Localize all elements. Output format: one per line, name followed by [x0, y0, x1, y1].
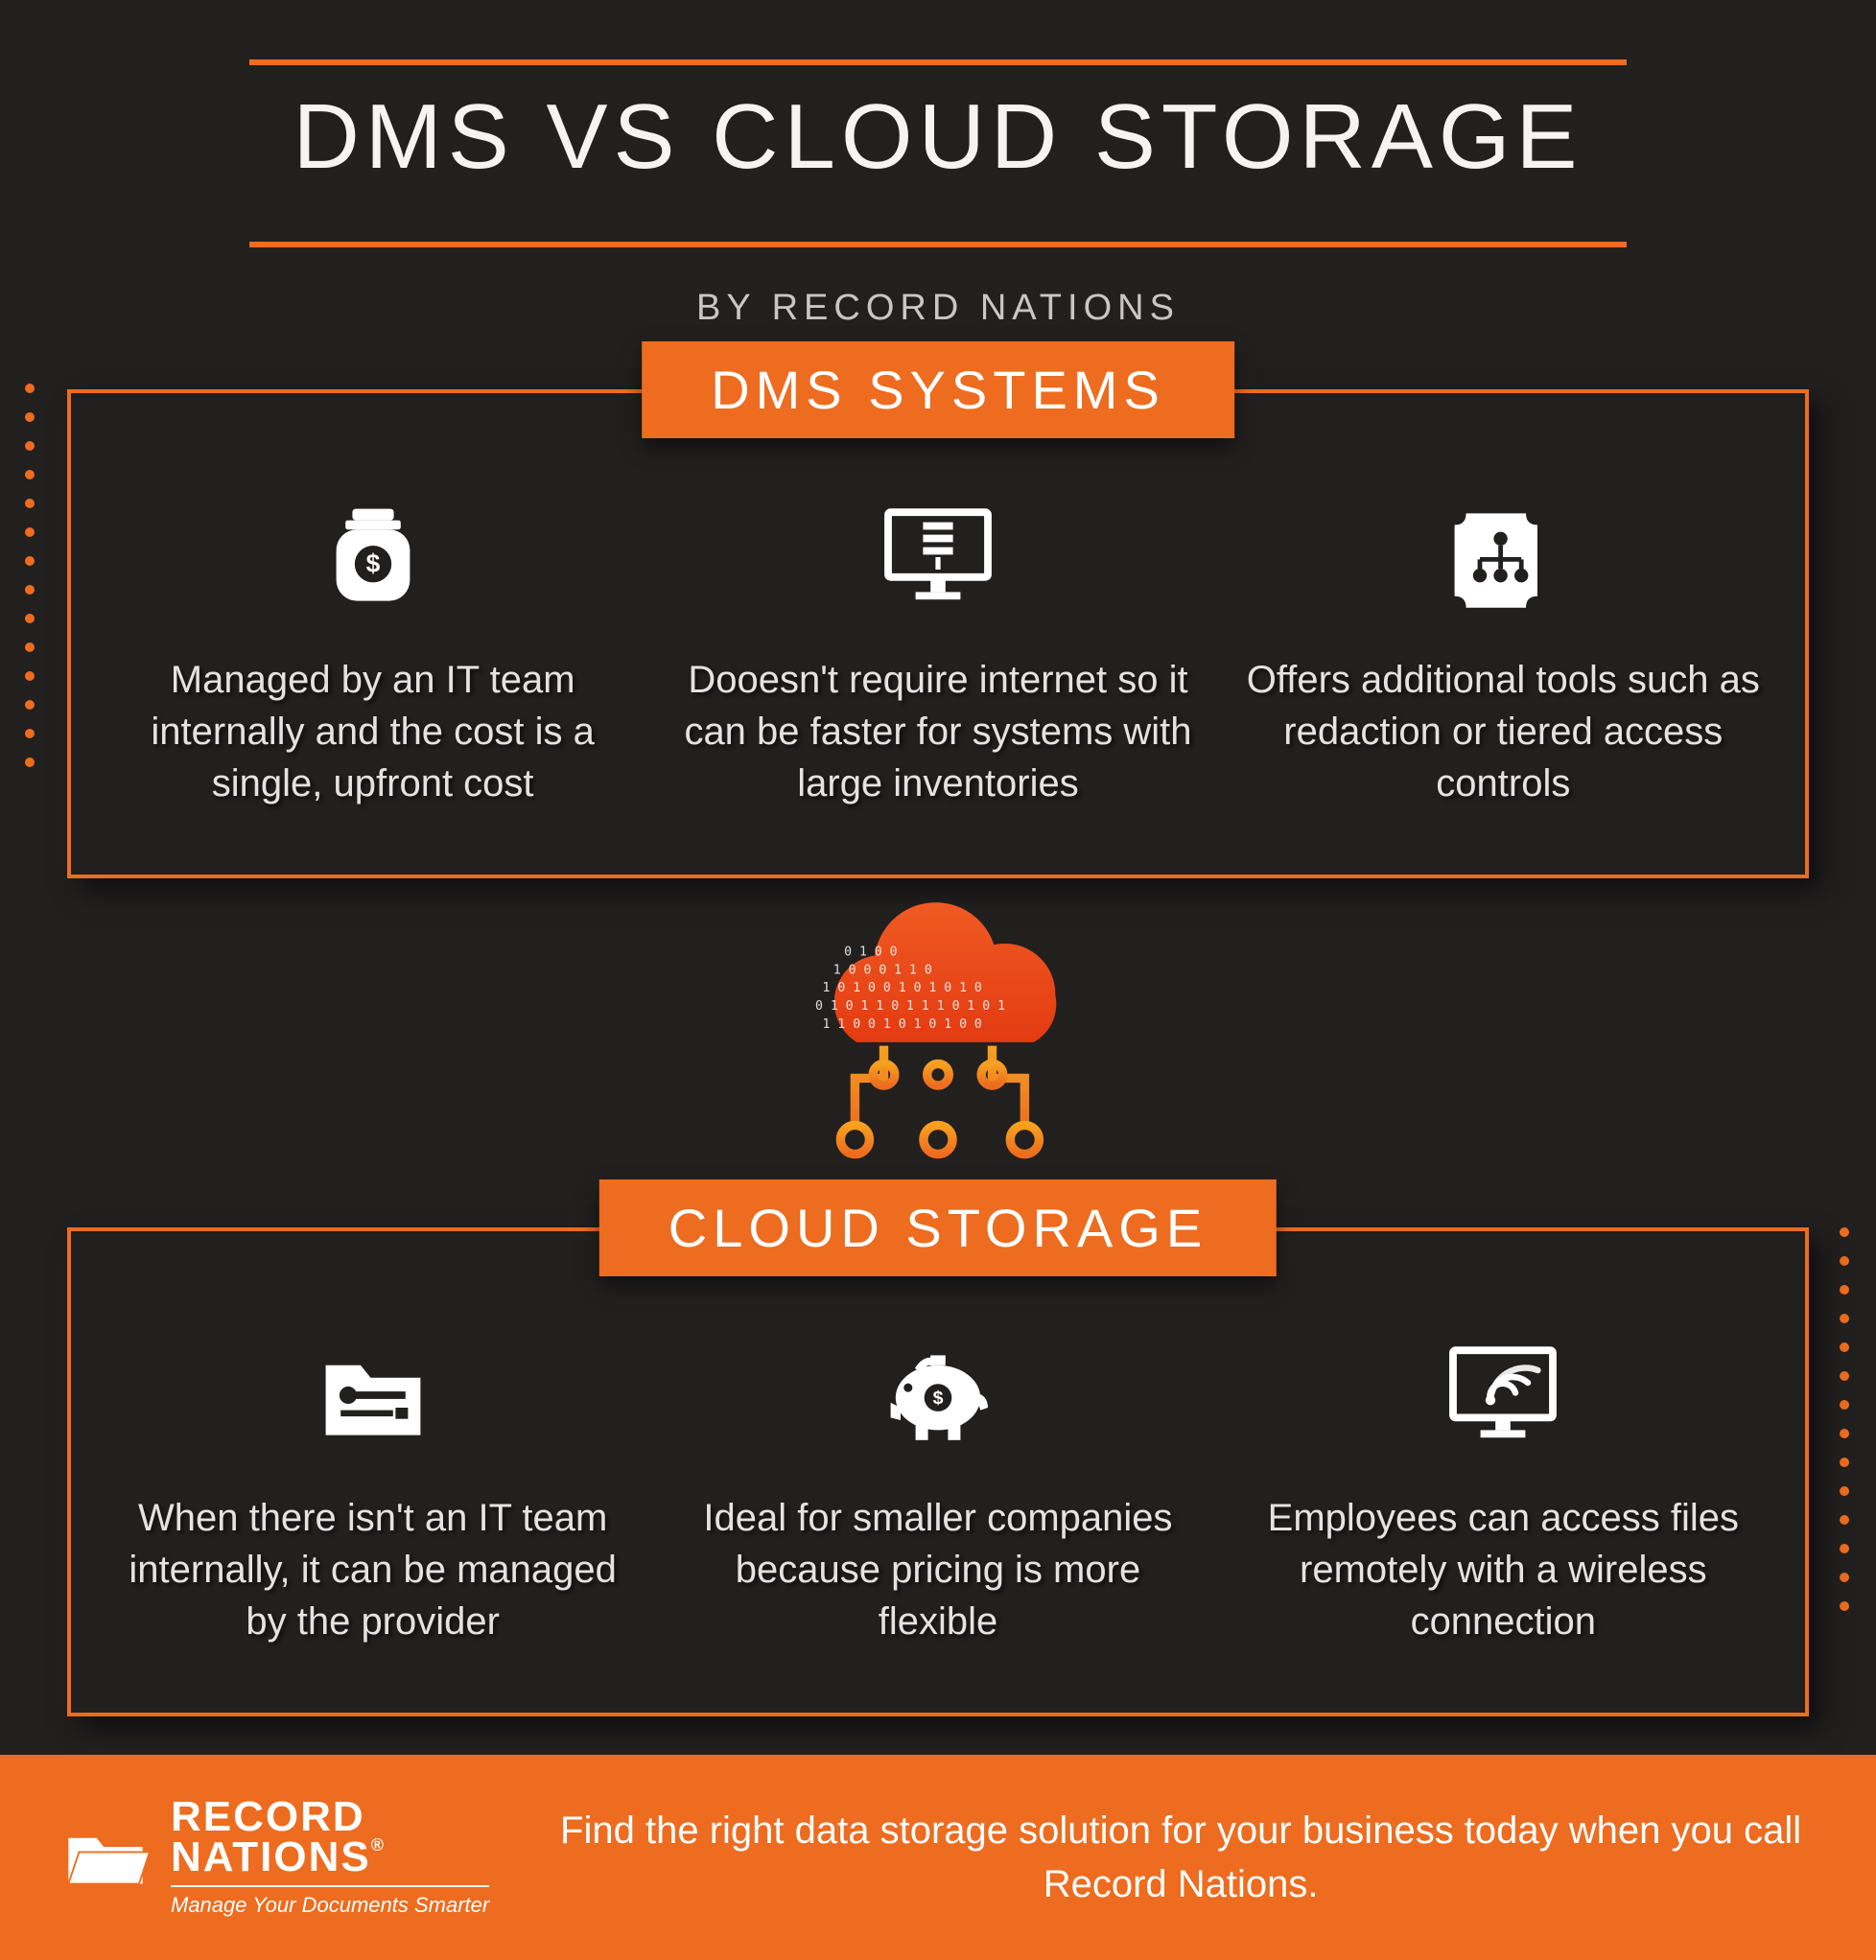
- monitor-list-icon: [866, 485, 1010, 629]
- tools-folder-icon: [301, 1323, 445, 1467]
- byline: BY RECORD NATIONS: [0, 288, 1876, 329]
- cloud-features: When there isn't an IT team internally, …: [71, 1231, 1805, 1647]
- cloud-feature-0-text: When there isn't an IT team internally, …: [114, 1492, 632, 1647]
- page-title: DMS VS CLOUD STORAGE: [0, 84, 1876, 190]
- footer-cta: Find the right data storage solution for…: [547, 1804, 1815, 1911]
- decorative-dots-left: [25, 384, 36, 767]
- rule-bottom: [249, 242, 1627, 247]
- cloud-feature-1: $ Ideal for smaller companies because pr…: [665, 1323, 1210, 1647]
- dms-feature-1: Dooesn't require internet so it can be f…: [665, 485, 1210, 809]
- svg-text:0 1 0 0: 0 1 0 0: [844, 945, 898, 959]
- dms-feature-1-text: Dooesn't require internet so it can be f…: [679, 654, 1197, 809]
- dms-header: DMS SYSTEMS: [642, 341, 1234, 438]
- cloud-header: CLOUD STORAGE: [599, 1179, 1277, 1276]
- cloud-feature-0: When there isn't an IT team internally, …: [100, 1323, 645, 1647]
- dms-feature-2: Offers additional tools such as redactio…: [1231, 485, 1776, 809]
- dms-feature-2-text: Offers additional tools such as redactio…: [1244, 654, 1762, 809]
- cloud-card: CLOUD STORAGE When there isn't an IT tea…: [67, 1227, 1809, 1716]
- footer-logo: RECORD NATIONS® Manage Your Documents Sm…: [61, 1797, 489, 1918]
- piggy-bank-icon: $: [866, 1323, 1010, 1467]
- footer-logo-text: RECORD NATIONS® Manage Your Documents Sm…: [171, 1797, 489, 1918]
- svg-text:1 1 0 0 1 0 1 0 1 0 0: 1 1 0 0 1 0 1 0 1 0 0: [823, 1017, 982, 1032]
- dms-feature-0: $ Managed by an IT team internally and t…: [100, 485, 645, 809]
- brand-top: RECORD: [171, 1797, 489, 1837]
- decorative-dots-right: [1840, 1227, 1851, 1611]
- svg-text:$: $: [365, 549, 380, 578]
- hierarchy-doc-icon: [1431, 485, 1575, 629]
- dms-card: DMS SYSTEMS $ Managed by an IT team inte…: [67, 389, 1809, 878]
- svg-text:$: $: [933, 1388, 944, 1409]
- footer: RECORD NATIONS® Manage Your Documents Sm…: [0, 1755, 1876, 1960]
- svg-text:1 0 0 0 1 1 0: 1 0 0 0 1 1 0: [833, 963, 932, 977]
- cloud-feature-1-text: Ideal for smaller companies because pric…: [679, 1492, 1197, 1647]
- brand-bottom: NATIONS®: [171, 1837, 489, 1878]
- cloud-binary-icon: 0 1 0 0 1 0 0 0 1 1 0 1 0 1 0 0 1 0 1 0 …: [756, 901, 1120, 1208]
- svg-text:1 0 1 0 0 1 0 1 0 1 0: 1 0 1 0 0 1 0 1 0 1 0: [823, 981, 982, 995]
- dms-features: $ Managed by an IT team internally and t…: [71, 393, 1805, 809]
- cloud-feature-2-text: Employees can access files remotely with…: [1244, 1492, 1762, 1647]
- cloud-feature-2: Employees can access files remotely with…: [1231, 1323, 1776, 1647]
- money-jar-icon: $: [301, 485, 445, 629]
- brand-tagline: Manage Your Documents Smarter: [171, 1885, 489, 1918]
- dms-feature-0-text: Managed by an IT team internally and the…: [114, 654, 632, 809]
- svg-text:0 1 0 1 1 0 1 1 1 0 1 0 1: 0 1 0 1 1 0 1 1 1 0 1 0 1: [815, 999, 1005, 1014]
- folder-logo-icon: [61, 1813, 150, 1902]
- rule-top: [249, 59, 1627, 65]
- monitor-wifi-icon: [1431, 1323, 1575, 1467]
